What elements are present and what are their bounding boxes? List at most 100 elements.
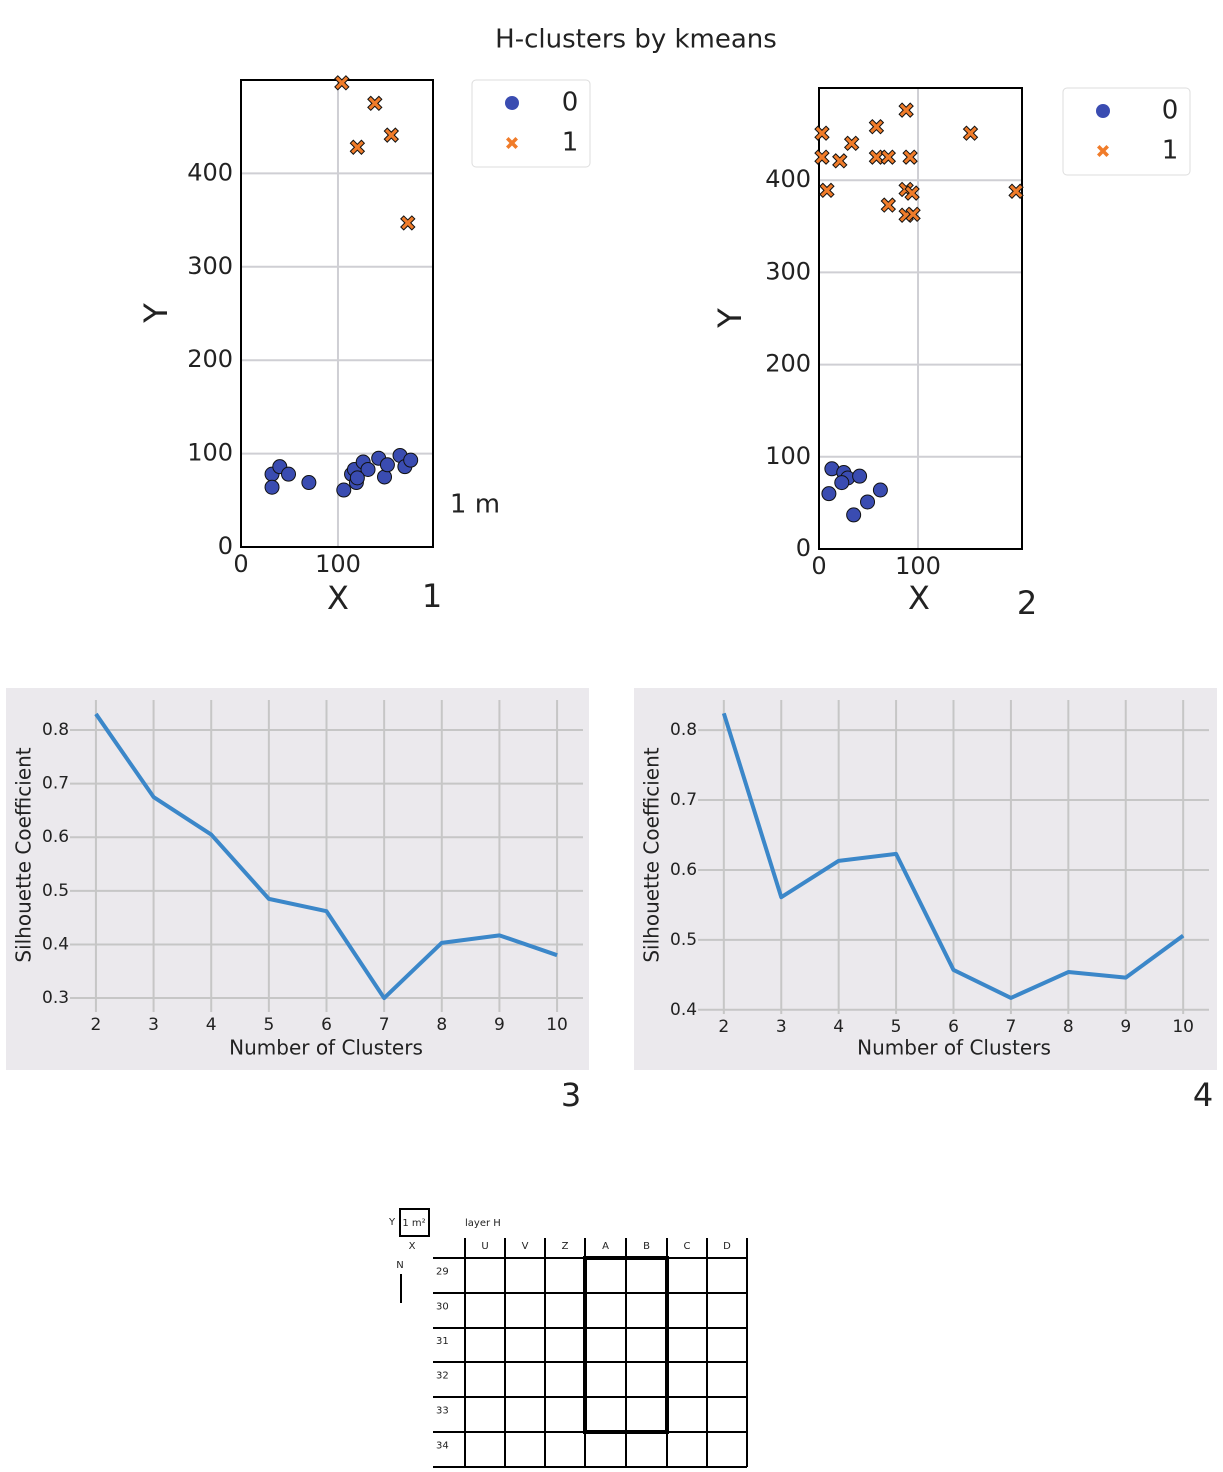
scatter-point bbox=[846, 507, 862, 523]
row-label: 32 bbox=[436, 1371, 449, 1382]
scatter-point bbox=[898, 102, 914, 118]
plot-background bbox=[634, 688, 1217, 1070]
x-tick-label: 8 bbox=[436, 1015, 447, 1035]
scatter-point bbox=[852, 468, 868, 484]
scatter-point bbox=[814, 149, 830, 165]
x-tick-label: 0 bbox=[233, 550, 248, 578]
scatter-point bbox=[814, 125, 830, 141]
legend-marker bbox=[506, 137, 518, 149]
y-tick-label: 100 bbox=[765, 442, 811, 470]
panel-label: 1 bbox=[422, 577, 442, 615]
scatter-point bbox=[400, 215, 416, 231]
scatter-point bbox=[821, 486, 837, 502]
scatter-point bbox=[843, 135, 860, 152]
column-label: U bbox=[481, 1241, 488, 1252]
scatter-point bbox=[367, 95, 383, 112]
x-tick-label: 2 bbox=[91, 1015, 102, 1035]
panel-label: 3 bbox=[561, 1076, 581, 1114]
row-label: 33 bbox=[436, 1406, 449, 1417]
x-tick-label: 3 bbox=[148, 1015, 159, 1035]
scatter-point bbox=[377, 469, 393, 485]
scatter-point bbox=[868, 119, 885, 135]
y-tick-label: 0 bbox=[796, 534, 811, 562]
panel-label: 2 bbox=[1017, 584, 1037, 622]
line bbox=[94, 712, 558, 1001]
y-tick-label: 0.4 bbox=[670, 1000, 697, 1020]
x-tick-label: 8 bbox=[1063, 1017, 1074, 1037]
scatter-point bbox=[334, 75, 350, 91]
y-tick-label: 200 bbox=[187, 345, 233, 373]
x-tick-label: 0 bbox=[811, 552, 826, 580]
scatter-point bbox=[301, 475, 317, 491]
legend-box bbox=[471, 79, 591, 168]
y-tick-label: 300 bbox=[765, 257, 811, 285]
scatter-point bbox=[962, 125, 979, 141]
legend-label: 1 bbox=[562, 128, 579, 158]
x-axis-label: Number of Clusters bbox=[857, 1036, 1051, 1060]
y-axis-label: Y bbox=[711, 308, 749, 329]
scatter-point bbox=[379, 457, 395, 473]
x-tick-label: 9 bbox=[494, 1015, 505, 1035]
map-title: layer H bbox=[465, 1218, 501, 1229]
scatter-point bbox=[868, 149, 885, 165]
y-tick-label: 0.4 bbox=[42, 934, 69, 954]
scale-label: 1 m² bbox=[402, 1218, 425, 1229]
y-tick-label: 0.7 bbox=[42, 774, 69, 794]
x-tick-label: 4 bbox=[206, 1015, 217, 1035]
chart: 0 100 0 100 200 300 400 X Y 1 1 m 0 1 bbox=[137, 75, 591, 617]
row-label: 30 bbox=[436, 1302, 449, 1313]
x-axis-label: X bbox=[908, 579, 930, 617]
column-label: C bbox=[684, 1241, 691, 1252]
scale-box bbox=[399, 1208, 430, 1237]
legend-box bbox=[1062, 87, 1191, 176]
scatter-point bbox=[832, 153, 848, 169]
x-tick-label: 6 bbox=[948, 1017, 959, 1037]
x-tick-label: 4 bbox=[833, 1017, 844, 1037]
y-axis-label: Silhouette Coefficient bbox=[12, 747, 36, 962]
scatter-point bbox=[880, 197, 897, 213]
column-label: D bbox=[723, 1241, 731, 1252]
highlight-area bbox=[583, 1256, 669, 1434]
map-x-label: X bbox=[409, 1241, 416, 1252]
scatter-point bbox=[819, 182, 835, 199]
legend-label: 0 bbox=[562, 88, 579, 118]
north-label: N bbox=[396, 1260, 403, 1271]
line bbox=[721, 712, 1185, 1000]
y-tick-label: 100 bbox=[187, 439, 233, 467]
column-label: B bbox=[643, 1241, 650, 1252]
scatter-point bbox=[905, 206, 921, 223]
scatter-point bbox=[281, 466, 297, 482]
x-axis-label: X bbox=[327, 579, 349, 617]
chart: 2 3 4 5 6 7 8 9 10 0.4 0.5 0.6 0.7 0.8 Number of Clust… bbox=[634, 688, 1217, 1114]
annotation: 1 m bbox=[450, 490, 500, 520]
y-axis-label: Y bbox=[137, 303, 175, 324]
x-tick-label: 100 bbox=[895, 552, 941, 580]
plot-frame bbox=[818, 87, 1023, 550]
x-tick-label: 10 bbox=[1172, 1017, 1194, 1037]
chart: 0 100 0 100 200 300 400 X Y 2 0 1 bbox=[711, 87, 1191, 622]
y-tick-label: 0.6 bbox=[670, 860, 697, 880]
scatter-point bbox=[1008, 183, 1024, 199]
y-tick-label: 0 bbox=[218, 532, 233, 560]
legend-marker bbox=[1097, 145, 1109, 157]
map-y-label: Y bbox=[388, 1217, 396, 1228]
scatter-point bbox=[902, 149, 918, 165]
x-tick-label: 5 bbox=[263, 1015, 274, 1035]
x-tick-label: 5 bbox=[891, 1017, 902, 1037]
x-tick-label: 6 bbox=[321, 1015, 332, 1035]
row-label: 34 bbox=[436, 1441, 449, 1452]
row-label: 29 bbox=[436, 1267, 449, 1278]
legend-label: 0 bbox=[1162, 96, 1179, 126]
y-tick-label: 200 bbox=[765, 350, 811, 378]
scatter-point bbox=[880, 149, 897, 165]
column-label: A bbox=[602, 1241, 609, 1252]
y-tick-label: 0.8 bbox=[670, 720, 697, 740]
scatter-point bbox=[834, 475, 850, 491]
scatter-point bbox=[360, 461, 376, 477]
y-tick-label: 0.3 bbox=[42, 988, 69, 1008]
scatter-point bbox=[403, 452, 419, 468]
row-label: 31 bbox=[436, 1336, 449, 1347]
column-label: Z bbox=[562, 1241, 569, 1252]
y-tick-label: 0.5 bbox=[670, 930, 697, 950]
